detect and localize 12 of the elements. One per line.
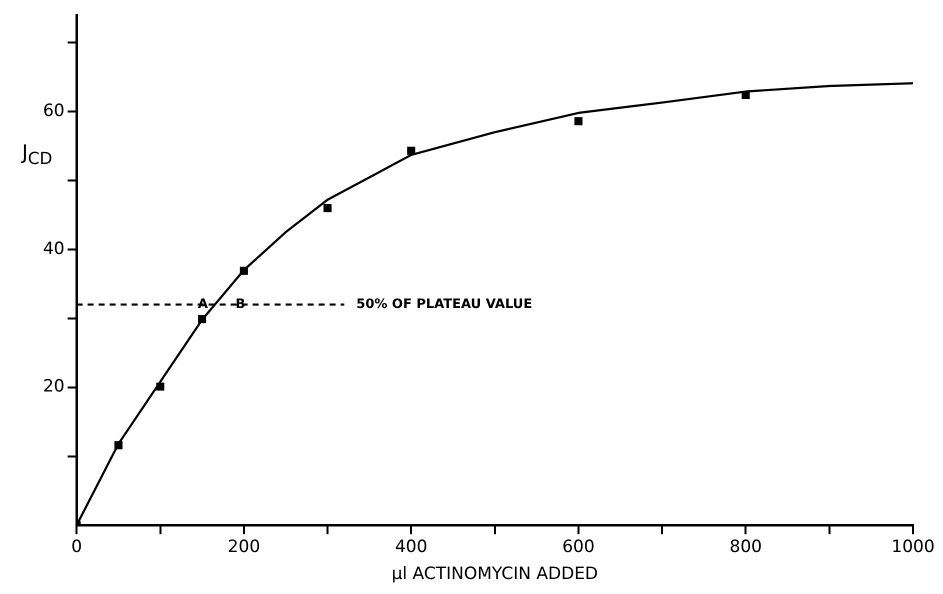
y-tick-label: 40 (42, 238, 65, 259)
x-tick-label: 400 (394, 536, 428, 557)
x-tick-label: 800 (730, 536, 762, 557)
annotation: 50% OF PLATEAU VALUE (356, 296, 532, 312)
y-tick-label: 20 (42, 376, 65, 397)
x-tick-label: 200 (228, 536, 260, 557)
y-tick-label: 60 (42, 100, 65, 121)
x-tick-label: 1000 (891, 536, 935, 557)
x-axis-title: µl ACTINOMYCIN ADDED (392, 564, 598, 584)
y-axis-title: J$_{CD}$ (22, 140, 52, 168)
x-tick-label: 0 (71, 536, 82, 557)
x-tick-label: 600 (562, 536, 595, 557)
